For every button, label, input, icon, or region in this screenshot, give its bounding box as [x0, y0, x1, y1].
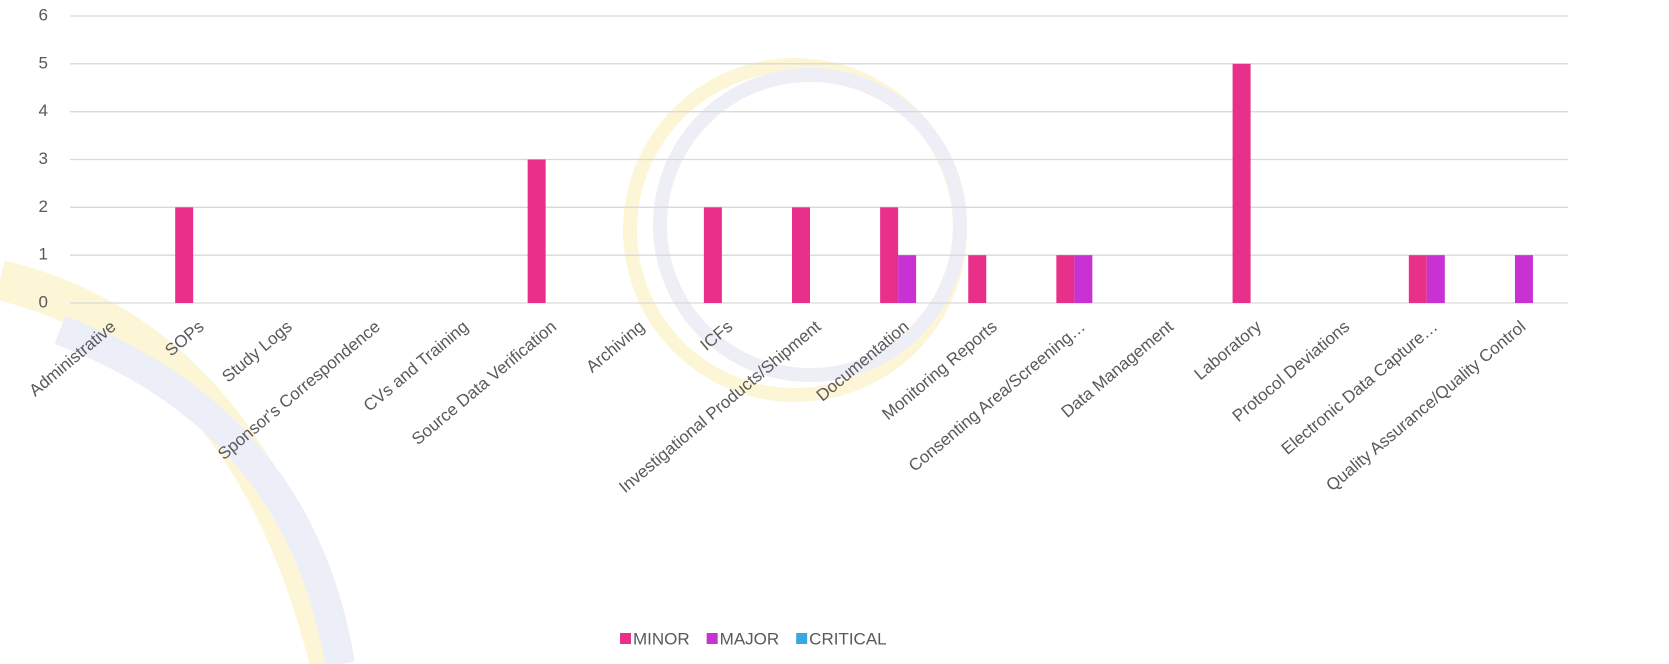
- bar: [1074, 255, 1093, 303]
- legend-swatch: [796, 633, 808, 644]
- bar: [1408, 255, 1427, 303]
- y-tick-label: 4: [39, 101, 48, 120]
- x-tick-label: Laboratory: [1191, 317, 1266, 384]
- legend-swatch: [706, 633, 718, 644]
- x-tick-label: Source Data Verification: [408, 317, 560, 449]
- legend-swatch: [620, 633, 631, 644]
- bar: [1232, 63, 1251, 304]
- legend-label: CRITICAL: [809, 629, 886, 648]
- bar: [792, 207, 810, 303]
- x-tick-label: Electronic Data Capture…: [1278, 317, 1441, 458]
- y-tick-label: 5: [39, 53, 48, 72]
- y-tick-label: 6: [39, 5, 48, 24]
- bar: [880, 207, 899, 303]
- bar: [703, 207, 722, 303]
- watermark: [0, 58, 967, 664]
- y-tick-label: 2: [39, 197, 48, 216]
- x-tick-label: Sponsor's Correspondence: [214, 317, 384, 464]
- x-tick-label: Archiving: [582, 317, 648, 376]
- watermark-arc: [54, 315, 355, 664]
- legend-label: MAJOR: [720, 629, 780, 648]
- bar: [527, 159, 546, 303]
- bar: [1514, 255, 1533, 303]
- x-tick-label: Study Logs: [218, 317, 295, 386]
- watermark-ring: [653, 68, 967, 382]
- x-tick-label: SOPs: [161, 317, 207, 360]
- bar: [1426, 255, 1445, 303]
- bar: [968, 255, 987, 303]
- bar: [1056, 255, 1075, 303]
- y-tick-label: 0: [39, 292, 48, 311]
- x-tick-label: Consenting Area/Screening…: [905, 317, 1089, 476]
- bar: [898, 255, 917, 303]
- legend-label: MINOR: [633, 629, 690, 648]
- y-tick-label: 3: [39, 149, 48, 168]
- y-tick-label: 1: [39, 245, 48, 264]
- bar: [175, 207, 194, 303]
